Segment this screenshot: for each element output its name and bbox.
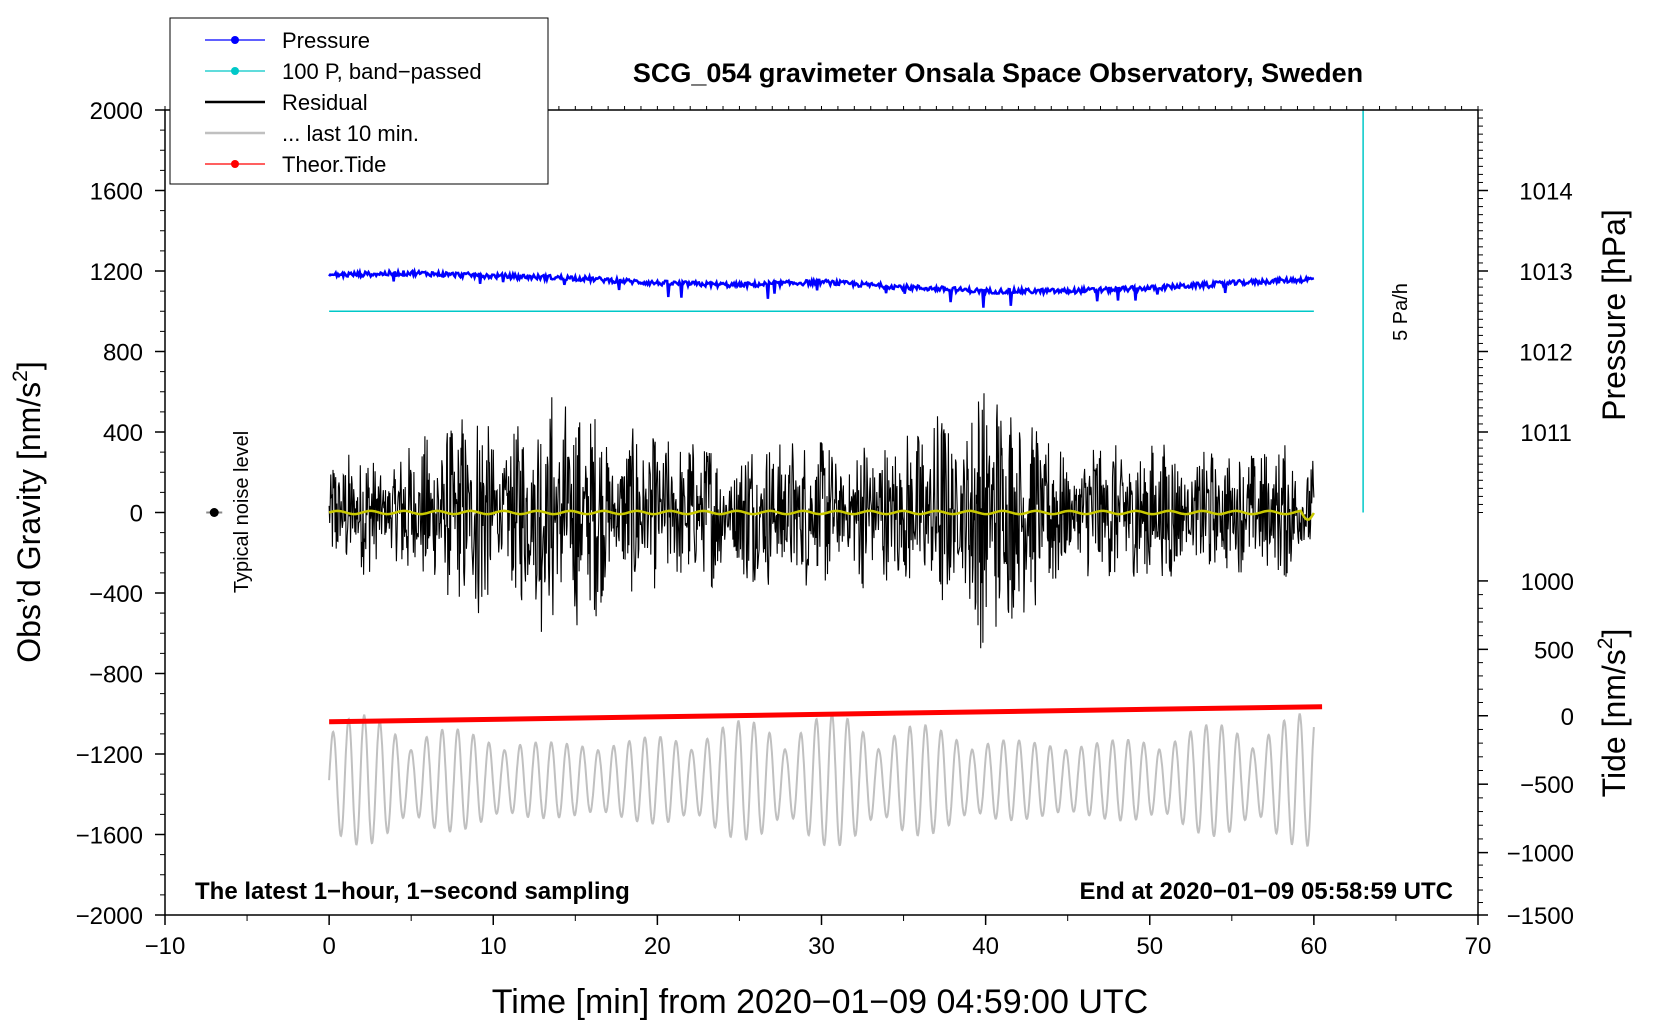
y-left-tick-label: −2000 — [76, 903, 143, 930]
y-left-label-sup: 2 — [9, 370, 32, 382]
legend-swatch-dot — [231, 67, 239, 75]
tide-label-sup: 2 — [1594, 638, 1617, 650]
legend-item: Residual — [205, 90, 368, 115]
y-left-tick-label: −800 — [89, 662, 143, 689]
y-left-tick-label: 400 — [103, 420, 143, 447]
legend-label: ... last 10 min. — [282, 121, 419, 146]
legend-label: Pressure — [282, 28, 370, 53]
pressure-tick-label: 1011 — [1520, 420, 1572, 447]
end-time-note: End at 2020−01−09 05:58:59 UTC — [1079, 878, 1453, 905]
tide-tick-label: 500 — [1534, 637, 1574, 664]
series-residual — [328, 393, 1315, 649]
y-axis-left-label: Obs’d Gravity [nm/s2] — [9, 361, 47, 663]
chart-title: SCG_054 gravimeter Onsala Space Observat… — [633, 58, 1363, 88]
x-tick-label: 20 — [644, 933, 671, 960]
pressure-tick-label: 1014 — [1519, 179, 1572, 206]
y-left-tick-label: 2000 — [90, 98, 143, 125]
pressure-trace — [328, 266, 1315, 308]
legend-item: Theor.Tide — [205, 152, 386, 177]
legend-swatch-dot — [231, 160, 239, 168]
x-axis-label: Time [min] from 2020−01−09 04:59:00 UTC — [492, 983, 1148, 1020]
x-tick-label: 0 — [322, 933, 335, 960]
noise-point — [209, 508, 219, 517]
x-tick-label: −10 — [145, 933, 186, 960]
sampling-note: The latest 1−hour, 1−second sampling — [195, 878, 630, 905]
pressure-tick-label: 1012 — [1519, 340, 1572, 367]
legend-item: Pressure — [205, 28, 370, 53]
y-left-tick-label: −1600 — [76, 823, 143, 850]
series-theor-tide — [329, 704, 1323, 725]
x-tick-label: 30 — [808, 933, 835, 960]
y-left-label-end: ] — [11, 361, 47, 370]
y-left-label-text: Obs’d Gravity [nm/s — [11, 382, 47, 663]
y-left-tick-label: −400 — [89, 581, 143, 608]
x-tick-label: 60 — [1301, 933, 1328, 960]
legend-items: Pressure 100 P, band−passed Residual ... la… — [205, 28, 482, 177]
x-tick-label: 40 — [972, 933, 999, 960]
legend-label: 100 P, band−passed — [282, 59, 482, 84]
x-tick-label: 10 — [480, 933, 507, 960]
pressure-tick-label: 1013 — [1519, 259, 1572, 286]
y-left-tick-label: −1200 — [76, 742, 143, 769]
y-left-tick-label: 0 — [130, 501, 143, 528]
y-axis-right-pressure-label: Pressure [hPa] — [1596, 209, 1632, 421]
legend-item: ... last 10 min. — [205, 121, 419, 146]
series-last-10-min — [328, 713, 1315, 847]
pa-per-hour-label: 5 Pa/h — [1390, 283, 1412, 341]
series-residual-lowpass — [328, 509, 1315, 521]
data-layer — [206, 110, 1364, 847]
legend-swatch-dot — [231, 36, 239, 44]
legend-label: Residual — [282, 90, 368, 115]
y-left-tick-label: 1200 — [90, 259, 143, 286]
tide-label-end: ] — [1596, 629, 1632, 638]
x-tick-label: 70 — [1465, 933, 1492, 960]
tide-tick-label: −1500 — [1507, 903, 1574, 930]
y-axis-right-tide-label: Tide [nm/s2] — [1594, 629, 1632, 798]
series-pressure — [328, 266, 1315, 308]
legend: Pressure 100 P, band−passed Residual ... la… — [169, 17, 549, 185]
tide-tick-label: −1000 — [1507, 841, 1574, 868]
y-left-tick-label: 1600 — [90, 179, 143, 206]
x-tick-label: 50 — [1136, 933, 1163, 960]
y-left-tick-label: 800 — [103, 340, 143, 367]
legend-item: 100 P, band−passed — [205, 59, 482, 84]
noise-level-label: Typical noise level — [231, 431, 253, 593]
axes-layer: −10 0 10 20 30 40 50 60 70 2000 1600 1200 800 400 0 −40… — [76, 98, 1574, 960]
tide-tick-label: 0 — [1561, 704, 1574, 731]
tide-label-text: Tide [nm/s — [1596, 649, 1632, 797]
tide-tick-label: 1000 — [1521, 569, 1574, 596]
legend-label: Theor.Tide — [282, 152, 386, 177]
tide-tick-label: −500 — [1520, 772, 1574, 799]
